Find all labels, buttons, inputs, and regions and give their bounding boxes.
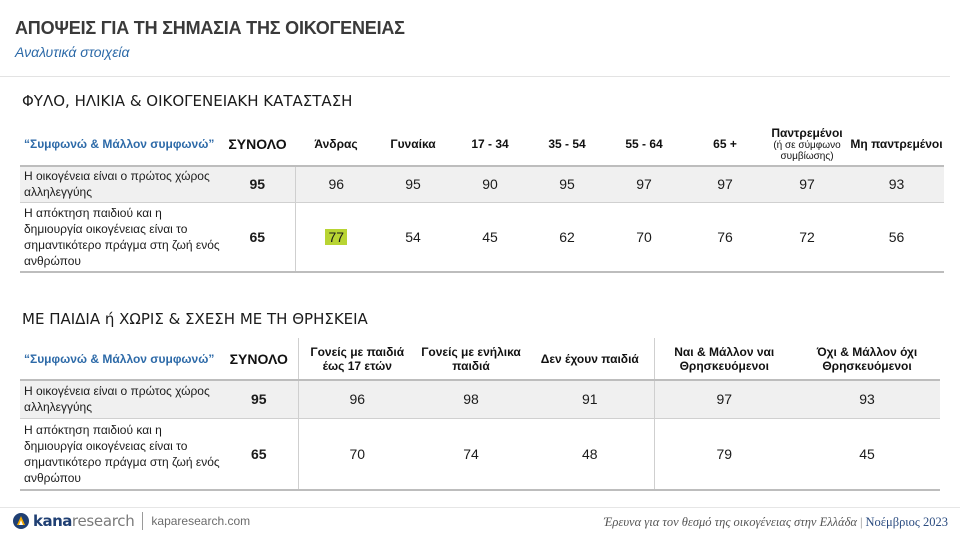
demographics-table: “Συμφωνώ & Μάλλον συμφωνώ” ΣΥΝΟΛΟ Άνδρας… xyxy=(20,122,944,273)
highlighted-value: 77 xyxy=(325,228,348,245)
row-label: Η απόκτηση παιδιού και η δημιουργία οικο… xyxy=(20,418,220,491)
cell-value: 93 xyxy=(849,166,944,203)
page-subtitle: Αναλυτικά στοιχεία xyxy=(15,44,130,60)
lead-header: “Συμφωνώ & Μάλλον συμφωνώ” xyxy=(20,122,220,167)
children-religion-table: “Συμφωνώ & Μάλλον συμφωνώ” ΣΥΝΟΛΟ Γονείς… xyxy=(20,338,940,491)
total-header: ΣΥΝΟΛΟ xyxy=(220,122,295,167)
column-header: Ναι & Μάλλον ναι Θρησκευόμενοι xyxy=(653,338,794,381)
logo-text-kana: kana xyxy=(33,512,72,530)
cell-value: 97 xyxy=(653,380,794,419)
row-label: Η απόκτηση παιδιού και η δημιουργία οικο… xyxy=(20,202,220,273)
column-header: Δεν έχουν παιδιά xyxy=(526,338,654,381)
lead-header: “Συμφωνώ & Μάλλον συμφωνώ” xyxy=(20,338,220,381)
footer-note-text: Έρευνα για τον θεσμό της οικογένειας στη… xyxy=(603,515,857,529)
cell-value: 96 xyxy=(294,166,377,203)
cell-value: 91 xyxy=(526,380,654,419)
cell-value: 45 xyxy=(794,418,940,491)
married-header-note: (ή σε σύμφωνο συμβίωσης) xyxy=(773,139,841,162)
cell-value: 48 xyxy=(526,418,654,491)
total-value: 95 xyxy=(220,380,298,419)
cell-value: 90 xyxy=(449,166,531,203)
married-header: Παντρεμένοι (ή σε σύμφωνο συμβίωσης) xyxy=(765,122,849,167)
table-row: Η απόκτηση παιδιού και η δημιουργία οικο… xyxy=(20,202,944,273)
footer-separator: | xyxy=(859,515,863,529)
column-header: 17 - 34 xyxy=(449,122,531,167)
cell-value: 77 xyxy=(294,202,377,273)
section-title-children-religion: ΜΕ ΠΑΙΔΙΑ ή ΧΩΡΙΣ & ΣΧΕΣΗ ΜΕ ΤΗ ΘΡΗΣΚΕΙΑ xyxy=(22,310,368,328)
row-label: Η οικογένεια είναι ο πρώτος χώρος αλληλε… xyxy=(20,166,220,203)
cell-value: 72 xyxy=(765,202,849,273)
column-header: 55 - 64 xyxy=(603,122,685,167)
table-row: Η οικογένεια είναι ο πρώτος χώρος αλληλε… xyxy=(20,380,940,419)
cell-value: 74 xyxy=(416,418,526,491)
cell-value: 45 xyxy=(449,202,531,273)
cell-value: 79 xyxy=(653,418,794,491)
cell-value: 76 xyxy=(685,202,765,273)
cell-value: 98 xyxy=(416,380,526,419)
table-header-row: “Συμφωνώ & Μάλλον συμφωνώ” ΣΥΝΟΛΟ Άνδρας… xyxy=(20,122,944,167)
kana-logo-icon xyxy=(12,512,30,530)
row-label: Η οικογένεια είναι ο πρώτος χώρος αλληλε… xyxy=(20,380,220,419)
logo-divider xyxy=(142,512,144,530)
column-header: Άνδρας xyxy=(295,122,377,167)
logo-text-research: research xyxy=(71,512,135,530)
table-row: Η οικογένεια είναι ο πρώτος χώρος αλληλε… xyxy=(20,166,944,203)
cell-value: 97 xyxy=(603,166,685,203)
cell-value: 97 xyxy=(765,166,849,203)
header-divider xyxy=(0,76,950,77)
total-value: 65 xyxy=(220,418,298,491)
cell-value: 70 xyxy=(603,202,685,273)
cell-value: 95 xyxy=(531,166,603,203)
cell-value: 95 xyxy=(377,166,449,203)
total-value: 95 xyxy=(220,166,295,203)
footer-date: Νοέμβριος 2023 xyxy=(865,515,948,529)
cell-value: 54 xyxy=(377,202,449,273)
cell-value: 62 xyxy=(531,202,603,273)
website-link[interactable]: kaparesearch.com xyxy=(151,514,251,528)
footer-note: Έρευνα για τον θεσμό της οικογένειας στη… xyxy=(604,515,948,530)
married-header-label: Παντρεμένοι xyxy=(771,125,843,140)
cell-value: 97 xyxy=(685,166,765,203)
column-header: Όχι & Μάλλον όχι Θρησκευόμενοι xyxy=(794,338,940,381)
cell-value: 93 xyxy=(794,380,940,419)
cell-value: 56 xyxy=(849,202,944,273)
footer-divider xyxy=(0,507,960,508)
cell-value: 70 xyxy=(297,418,416,491)
table-header-row: “Συμφωνώ & Μάλλον συμφωνώ” ΣΥΝΟΛΟ Γονείς… xyxy=(20,338,940,381)
column-header: 35 - 54 xyxy=(531,122,603,167)
total-header: ΣΥΝΟΛΟ xyxy=(220,338,298,381)
cell-value: 96 xyxy=(297,380,416,419)
column-header: 65 + xyxy=(685,122,765,167)
company-logo: kana research kaparesearch.com xyxy=(12,510,250,532)
unmarried-header: Μη παντρεμένοι xyxy=(849,122,944,167)
page-title: ΑΠΟΨΕΙΣ ΓΙΑ ΤΗ ΣΗΜΑΣΙΑ ΤΗΣ ΟΙΚΟΓΕΝΕΙΑΣ xyxy=(15,18,405,38)
table-row: Η απόκτηση παιδιού και η δημιουργία οικο… xyxy=(20,418,940,491)
total-value: 65 xyxy=(220,202,295,273)
column-header: Γυναίκα xyxy=(377,122,449,167)
column-header: Γονείς με παιδιά έως 17 ετών xyxy=(297,338,416,381)
section-title-demographics: ΦΥΛΟ, ΗΛΙΚΙΑ & ΟΙΚΟΓΕΝΕΙΑΚΗ ΚΑΤΑΣΤΑΣΗ xyxy=(22,92,353,110)
column-header: Γονείς με ενήλικα παιδιά xyxy=(416,338,526,381)
